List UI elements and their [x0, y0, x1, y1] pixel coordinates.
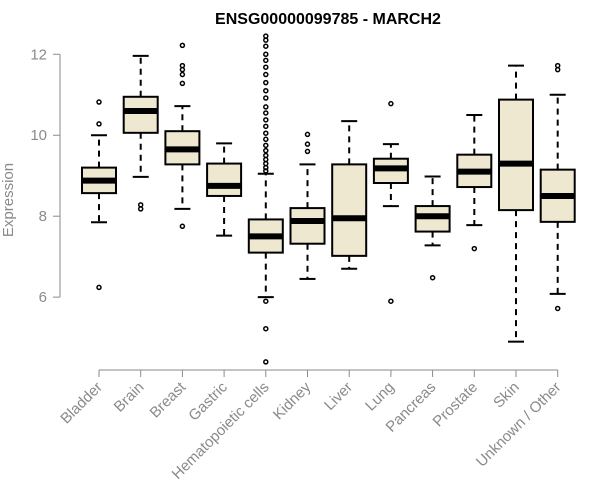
outlier-point: [179, 80, 186, 87]
box-iqr: [206, 162, 243, 197]
box-group: [164, 42, 201, 230]
outlier-point: [304, 141, 311, 147]
x-tick-label: Prostate: [430, 379, 482, 431]
box-group: [456, 114, 493, 252]
outlier-point: [471, 245, 478, 252]
outlier-point: [263, 43, 269, 49]
y-tick-label: 10: [30, 127, 47, 144]
outlier-point: [96, 121, 102, 127]
outlier-point: [263, 147, 269, 154]
outlier-point: [263, 136, 269, 143]
outlier-point: [263, 104, 269, 110]
outlier-point: [263, 95, 269, 101]
outlier-point: [429, 274, 436, 281]
box-iqr: [122, 95, 159, 134]
outlier-point: [96, 284, 102, 291]
box-group: [81, 99, 117, 291]
outlier-point: [554, 305, 561, 312]
box-group: [414, 175, 451, 281]
outlier-point: [263, 64, 269, 70]
outlier-point: [263, 142, 269, 149]
outlier-point: [304, 148, 311, 155]
outlier-point: [263, 298, 269, 304]
y-tick-label: 12: [30, 46, 47, 63]
outlier-point: [263, 359, 269, 365]
outlier-point: [263, 110, 269, 116]
x-tick-label: Liver: [321, 379, 356, 414]
box-iqr: [498, 98, 534, 212]
y-tick-label: 6: [39, 289, 47, 306]
box-group: [122, 54, 159, 212]
outlier-point: [263, 164, 269, 171]
x-tick-label: Skin: [490, 379, 523, 412]
outlier-point: [179, 66, 186, 73]
box-group: [331, 120, 368, 270]
outlier-point: [179, 42, 186, 49]
outlier-point: [179, 223, 186, 230]
x-tick-label: Bladder: [57, 379, 106, 428]
box-group: [498, 64, 534, 343]
box-group: [372, 100, 409, 304]
y-axis-label: Expression: [0, 163, 17, 237]
outlier-point: [263, 130, 269, 136]
outlier-point: [263, 117, 269, 123]
outlier-point: [96, 99, 102, 105]
outlier-point: [263, 51, 269, 58]
box-group: [539, 62, 576, 312]
outlier-point: [263, 57, 269, 64]
outlier-point: [263, 325, 269, 332]
outlier-point: [388, 298, 394, 304]
outlier-point: [263, 87, 269, 94]
box-iqr: [331, 163, 368, 257]
x-tick-label: Breast: [147, 378, 190, 421]
y-axis: 6 8 10 12: [30, 46, 61, 306]
x-tick-label: Lung: [362, 379, 398, 415]
outlier-point: [554, 66, 561, 73]
outlier-point: [263, 79, 269, 86]
box-group: [206, 142, 243, 237]
box-group: [247, 33, 284, 365]
box-series: [81, 33, 576, 365]
outlier-point: [388, 100, 394, 107]
outlier-point: [263, 168, 269, 174]
x-tick-label: Kidney: [270, 378, 315, 423]
outlier-point: [263, 37, 269, 43]
y-tick-label: 8: [39, 208, 47, 225]
outlier-point: [263, 123, 269, 130]
outlier-point: [137, 206, 144, 212]
outlier-point: [179, 71, 186, 78]
x-tick-label: Brain: [111, 379, 148, 416]
chart-title: ENSG00000099785 - MARCH2: [215, 11, 441, 28]
box-group: [289, 131, 326, 280]
box-iqr: [289, 207, 326, 245]
outlier-point: [263, 71, 269, 78]
outlier-point: [304, 131, 311, 138]
